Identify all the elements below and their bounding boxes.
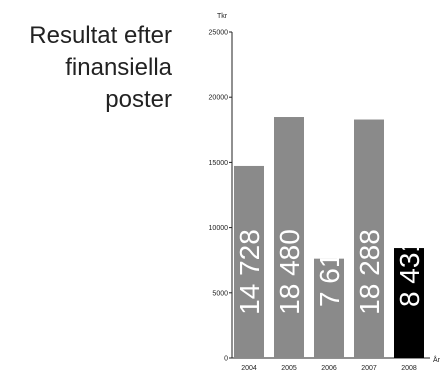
bar-value-label: 18 480	[274, 229, 305, 315]
bar	[234, 165, 264, 358]
chart-bar-labels: 14 728 18 480 7 618 18 288 8 431	[234, 229, 425, 315]
bar-value-label: 14 728	[234, 229, 265, 315]
bar-value-label: 18 288	[354, 229, 385, 315]
x-tick-label: 2007	[361, 365, 377, 372]
chart-title: Resultat efter finansiella poster	[0, 20, 172, 116]
bar	[394, 248, 424, 358]
y-tick-label: 10000	[209, 225, 229, 232]
x-tick-label: 2008	[401, 365, 417, 372]
y-tick-label: 0	[224, 356, 228, 363]
bar	[314, 258, 344, 358]
y-tick-label: 25000	[209, 30, 229, 37]
bar-value-label: 8 431	[394, 237, 425, 307]
y-tick-label: 15000	[209, 160, 229, 167]
y-tick-label: 20000	[209, 95, 229, 102]
chart-title-line-3: poster	[105, 86, 172, 113]
x-tick-label: 2004	[241, 365, 257, 372]
chart-bars	[234, 117, 424, 359]
chart-title-line-2: finansiella	[65, 54, 172, 81]
x-tick-label: 2005	[281, 365, 297, 372]
bar	[354, 119, 384, 359]
chart-ticks: 0 5000 10000 15000 20000 25000 2004 2005 2006 200…	[209, 30, 417, 372]
y-axis-unit-label: Tkr	[217, 13, 228, 20]
y-tick-label: 5000	[212, 290, 228, 297]
x-axis-unit-label: År	[433, 355, 441, 364]
chart-title-line-1: Resultat efter	[29, 22, 172, 49]
bar	[274, 117, 304, 358]
bar-value-label: 7 618	[314, 237, 345, 307]
x-tick-label: 2006	[321, 365, 337, 372]
